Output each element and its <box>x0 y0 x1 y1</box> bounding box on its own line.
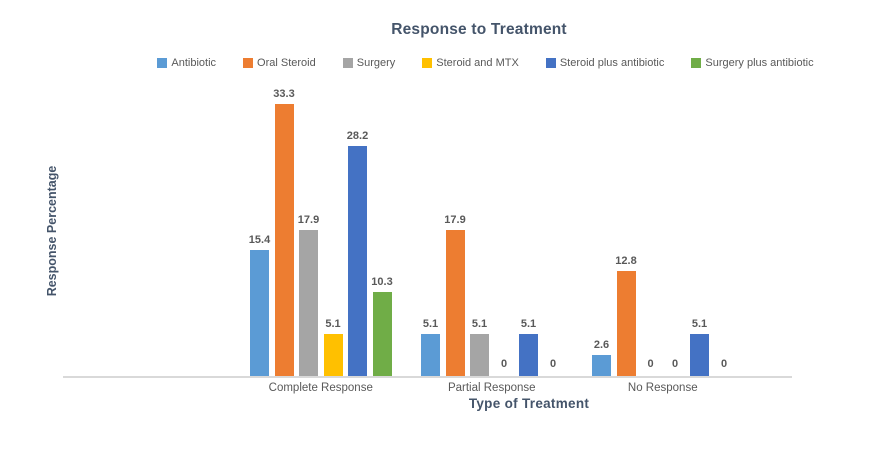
bar-value-label: 17.9 <box>297 214 320 226</box>
bar-value-label: 28.2 <box>346 130 369 142</box>
chart-title: Response to Treatment <box>391 21 567 38</box>
legend-item: Oral Steroid <box>243 57 316 69</box>
bar-value-label: 17.9 <box>444 214 466 226</box>
bar <box>299 230 318 376</box>
category-label: No Response <box>627 382 698 394</box>
bar <box>250 250 269 376</box>
bar-value-label: 0 <box>720 358 728 370</box>
bar <box>519 334 538 376</box>
legend-swatch-icon <box>157 58 168 68</box>
legend-swatch-icon <box>545 58 556 68</box>
bar <box>372 292 392 376</box>
legend-label: Steroid and MTX <box>436 57 519 69</box>
legend: Antibiotic Oral Steroid Surgery Steroid and… <box>85 57 886 69</box>
legend-label: Antibiotic <box>171 57 217 69</box>
legend-item: Steroid plus antibiotic <box>545 57 665 69</box>
bar <box>690 334 709 376</box>
bar <box>323 334 343 376</box>
legend-item: Surgery <box>342 57 396 69</box>
bar <box>470 334 489 376</box>
bar-value-label: 5.1 <box>422 318 439 330</box>
bar-value-label: 5.1 <box>691 318 708 330</box>
category-label: Complete Response <box>268 382 373 394</box>
bar-value-label: 0 <box>671 358 679 370</box>
legend-swatch-icon <box>342 58 353 68</box>
bar-value-label: 0 <box>647 358 654 370</box>
plot-area: 15.4 33.3 17.9 5.1 28.2 10.3 5.1 17.9 5.1 0 5.1 0 2.… <box>63 88 792 378</box>
bar-value-label: 12.8 <box>615 255 637 267</box>
legend-item: Surgery plus antibiotic <box>691 57 814 69</box>
bar-value-label: 5.1 <box>325 318 341 330</box>
legend-swatch-icon <box>422 58 433 68</box>
bar <box>421 334 440 376</box>
bar-value-label: 33.3 <box>273 88 295 100</box>
bar <box>445 230 465 376</box>
bar-value-label: 5.1 <box>520 318 537 330</box>
bar-value-label: 5.1 <box>471 318 488 330</box>
bar-value-label: 15.4 <box>248 234 271 246</box>
legend-item: Antibiotic <box>157 57 216 69</box>
legend-item: Steroid and MTX <box>422 57 519 69</box>
bar-value-label: 2.6 <box>593 339 610 351</box>
legend-label: Surgery <box>356 57 396 69</box>
legend-swatch-icon <box>243 58 254 68</box>
legend-label: Steroid plus antibiotic <box>559 57 665 69</box>
bar-value-label: 0 <box>549 358 557 370</box>
bar-value-label: 10.3 <box>371 276 393 288</box>
bar <box>616 271 636 376</box>
bar <box>348 146 367 376</box>
category-label: Partial Response <box>447 382 536 394</box>
bar <box>592 355 611 376</box>
x-axis-title: Type of Treatment <box>468 396 590 411</box>
y-axis-title: Response Percentage <box>45 165 59 297</box>
bar-value-label: 0 <box>500 358 508 370</box>
legend-label: Surgery plus antibiotic <box>705 57 814 69</box>
legend-swatch-icon <box>691 58 702 68</box>
legend-label: Oral Steroid <box>257 57 316 69</box>
bar <box>274 104 294 376</box>
